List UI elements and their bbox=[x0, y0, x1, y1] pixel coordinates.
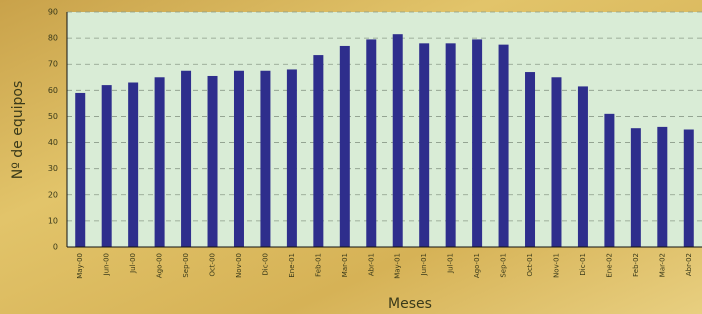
bar bbox=[393, 34, 403, 247]
x-tick-label: May-00 bbox=[76, 253, 84, 279]
bar bbox=[578, 86, 588, 247]
chart: Nº de equipos Meses 0 10 20 30 40 50 60 70 80 90 M… bbox=[0, 0, 702, 314]
x-tick-label: Mar-01 bbox=[341, 253, 349, 277]
x-tick-label: Mar-02 bbox=[658, 253, 666, 277]
x-tick-label: Nov-01 bbox=[552, 253, 560, 278]
x-tick-label: May-01 bbox=[394, 253, 402, 279]
y-tick-label: 0 bbox=[53, 243, 58, 252]
x-tick-label: Oct-00 bbox=[209, 253, 217, 277]
x-tick-label: Oct-01 bbox=[526, 253, 534, 277]
y-tick-label: 90 bbox=[48, 8, 58, 17]
bar bbox=[181, 71, 191, 247]
x-tick-label: Jul-00 bbox=[129, 253, 137, 274]
bar bbox=[155, 77, 165, 247]
y-tick-label: 10 bbox=[48, 216, 58, 225]
x-tick-label: Feb-01 bbox=[314, 253, 322, 277]
bar bbox=[128, 83, 138, 248]
bar bbox=[313, 55, 323, 247]
y-axis-title: Nº de equipos bbox=[10, 81, 26, 179]
x-tick-label: Dic-01 bbox=[579, 253, 587, 276]
x-tick-label: Abr-02 bbox=[685, 253, 693, 276]
bar bbox=[102, 85, 112, 247]
x-tick-label: Ene-02 bbox=[605, 253, 613, 278]
bar bbox=[340, 46, 350, 247]
bar bbox=[684, 130, 694, 248]
bar bbox=[260, 71, 270, 247]
x-axis-title: Meses bbox=[388, 296, 432, 312]
bar bbox=[446, 43, 456, 247]
bar bbox=[499, 45, 509, 247]
bar bbox=[208, 76, 218, 247]
x-tick-label: Jul-01 bbox=[447, 253, 455, 274]
bar bbox=[419, 43, 429, 247]
x-tick-label: Feb-02 bbox=[632, 253, 640, 277]
y-tick-label: 40 bbox=[48, 138, 58, 147]
y-tick-label: 70 bbox=[48, 60, 58, 69]
x-tick-label: Dic-00 bbox=[261, 253, 269, 276]
y-tick-label: 20 bbox=[48, 190, 58, 199]
x-tick-label: Jun-01 bbox=[420, 253, 428, 276]
y-tick-label: 50 bbox=[48, 112, 58, 121]
bar bbox=[366, 39, 376, 247]
x-tick-label: Sep-00 bbox=[182, 253, 190, 278]
y-tick-label: 60 bbox=[48, 86, 58, 95]
bar bbox=[657, 127, 667, 247]
x-tick-label: Nov-00 bbox=[235, 253, 243, 278]
bar bbox=[234, 71, 244, 247]
bar bbox=[631, 128, 641, 247]
bar bbox=[525, 72, 535, 247]
x-tick-label: Ene-01 bbox=[288, 253, 296, 278]
bar bbox=[287, 69, 297, 247]
bar bbox=[75, 93, 85, 247]
x-tick-label: Sep-01 bbox=[500, 253, 508, 278]
x-tick-label: Ago-01 bbox=[473, 253, 481, 278]
x-tick-label: Ago-00 bbox=[156, 253, 164, 278]
x-tick-label: Jun-00 bbox=[103, 253, 111, 276]
x-tick-label: Abr-01 bbox=[367, 253, 375, 276]
bar bbox=[472, 39, 482, 247]
bar bbox=[604, 114, 614, 247]
y-tick-label: 30 bbox=[48, 164, 58, 173]
y-tick-label: 80 bbox=[48, 34, 58, 43]
bar bbox=[551, 77, 561, 247]
